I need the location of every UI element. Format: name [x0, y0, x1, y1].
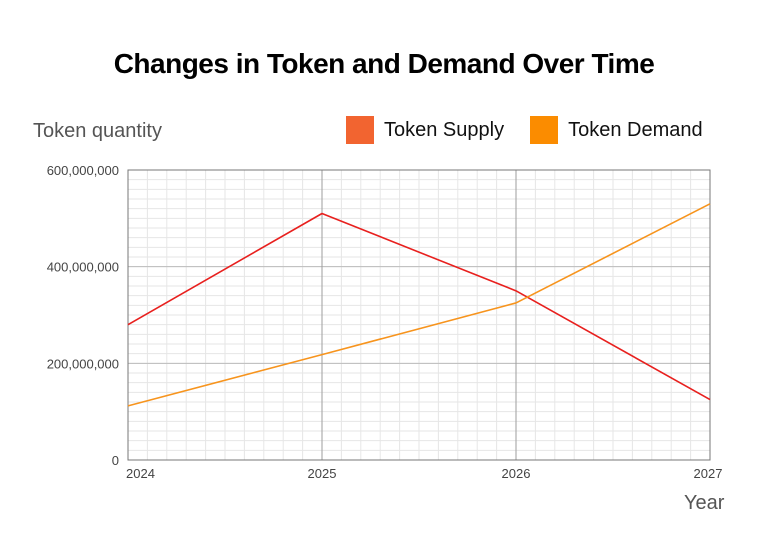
legend-item-token-supply[interactable]: Token Supply — [346, 116, 504, 144]
x-tick-label: 2024 — [126, 466, 155, 481]
y-axis-label: Token quantity — [33, 120, 162, 142]
plot-frame — [127, 169, 711, 461]
legend-label-token-supply: Token Supply — [384, 118, 505, 141]
x-tick-label: 2026 — [502, 466, 531, 481]
y-tick-label: 600,000,000 — [47, 163, 119, 178]
legend-swatch-token-supply — [346, 116, 374, 144]
legend-label-token-demand: Token Demand — [568, 118, 703, 141]
x-tick-label: 2025 — [308, 466, 337, 481]
y-tick-label: 200,000,000 — [47, 356, 119, 371]
legend-swatch-token-demand — [530, 116, 559, 144]
y-tick-label: 0 — [112, 453, 119, 468]
chart-title: Changes in Token and Demand Over Time — [113, 48, 655, 79]
series-lines — [127, 203, 711, 407]
series-line-token-demand — [127, 203, 711, 407]
x-ticks: 2024 2025 2026 2027 — [126, 466, 722, 481]
minor-grid — [127, 169, 711, 461]
series-line-token-supply — [127, 212, 711, 401]
x-tick-label: 2027 — [694, 466, 723, 481]
x-axis-label: Year — [684, 492, 725, 514]
legend-item-token-demand[interactable]: Token Demand — [530, 116, 703, 144]
y-ticks: 0 200,000,000 400,000,000 600,000,000 — [47, 163, 119, 468]
y-tick-label: 400,000,000 — [47, 260, 119, 275]
legend: Token Supply Token Demand — [346, 116, 729, 144]
